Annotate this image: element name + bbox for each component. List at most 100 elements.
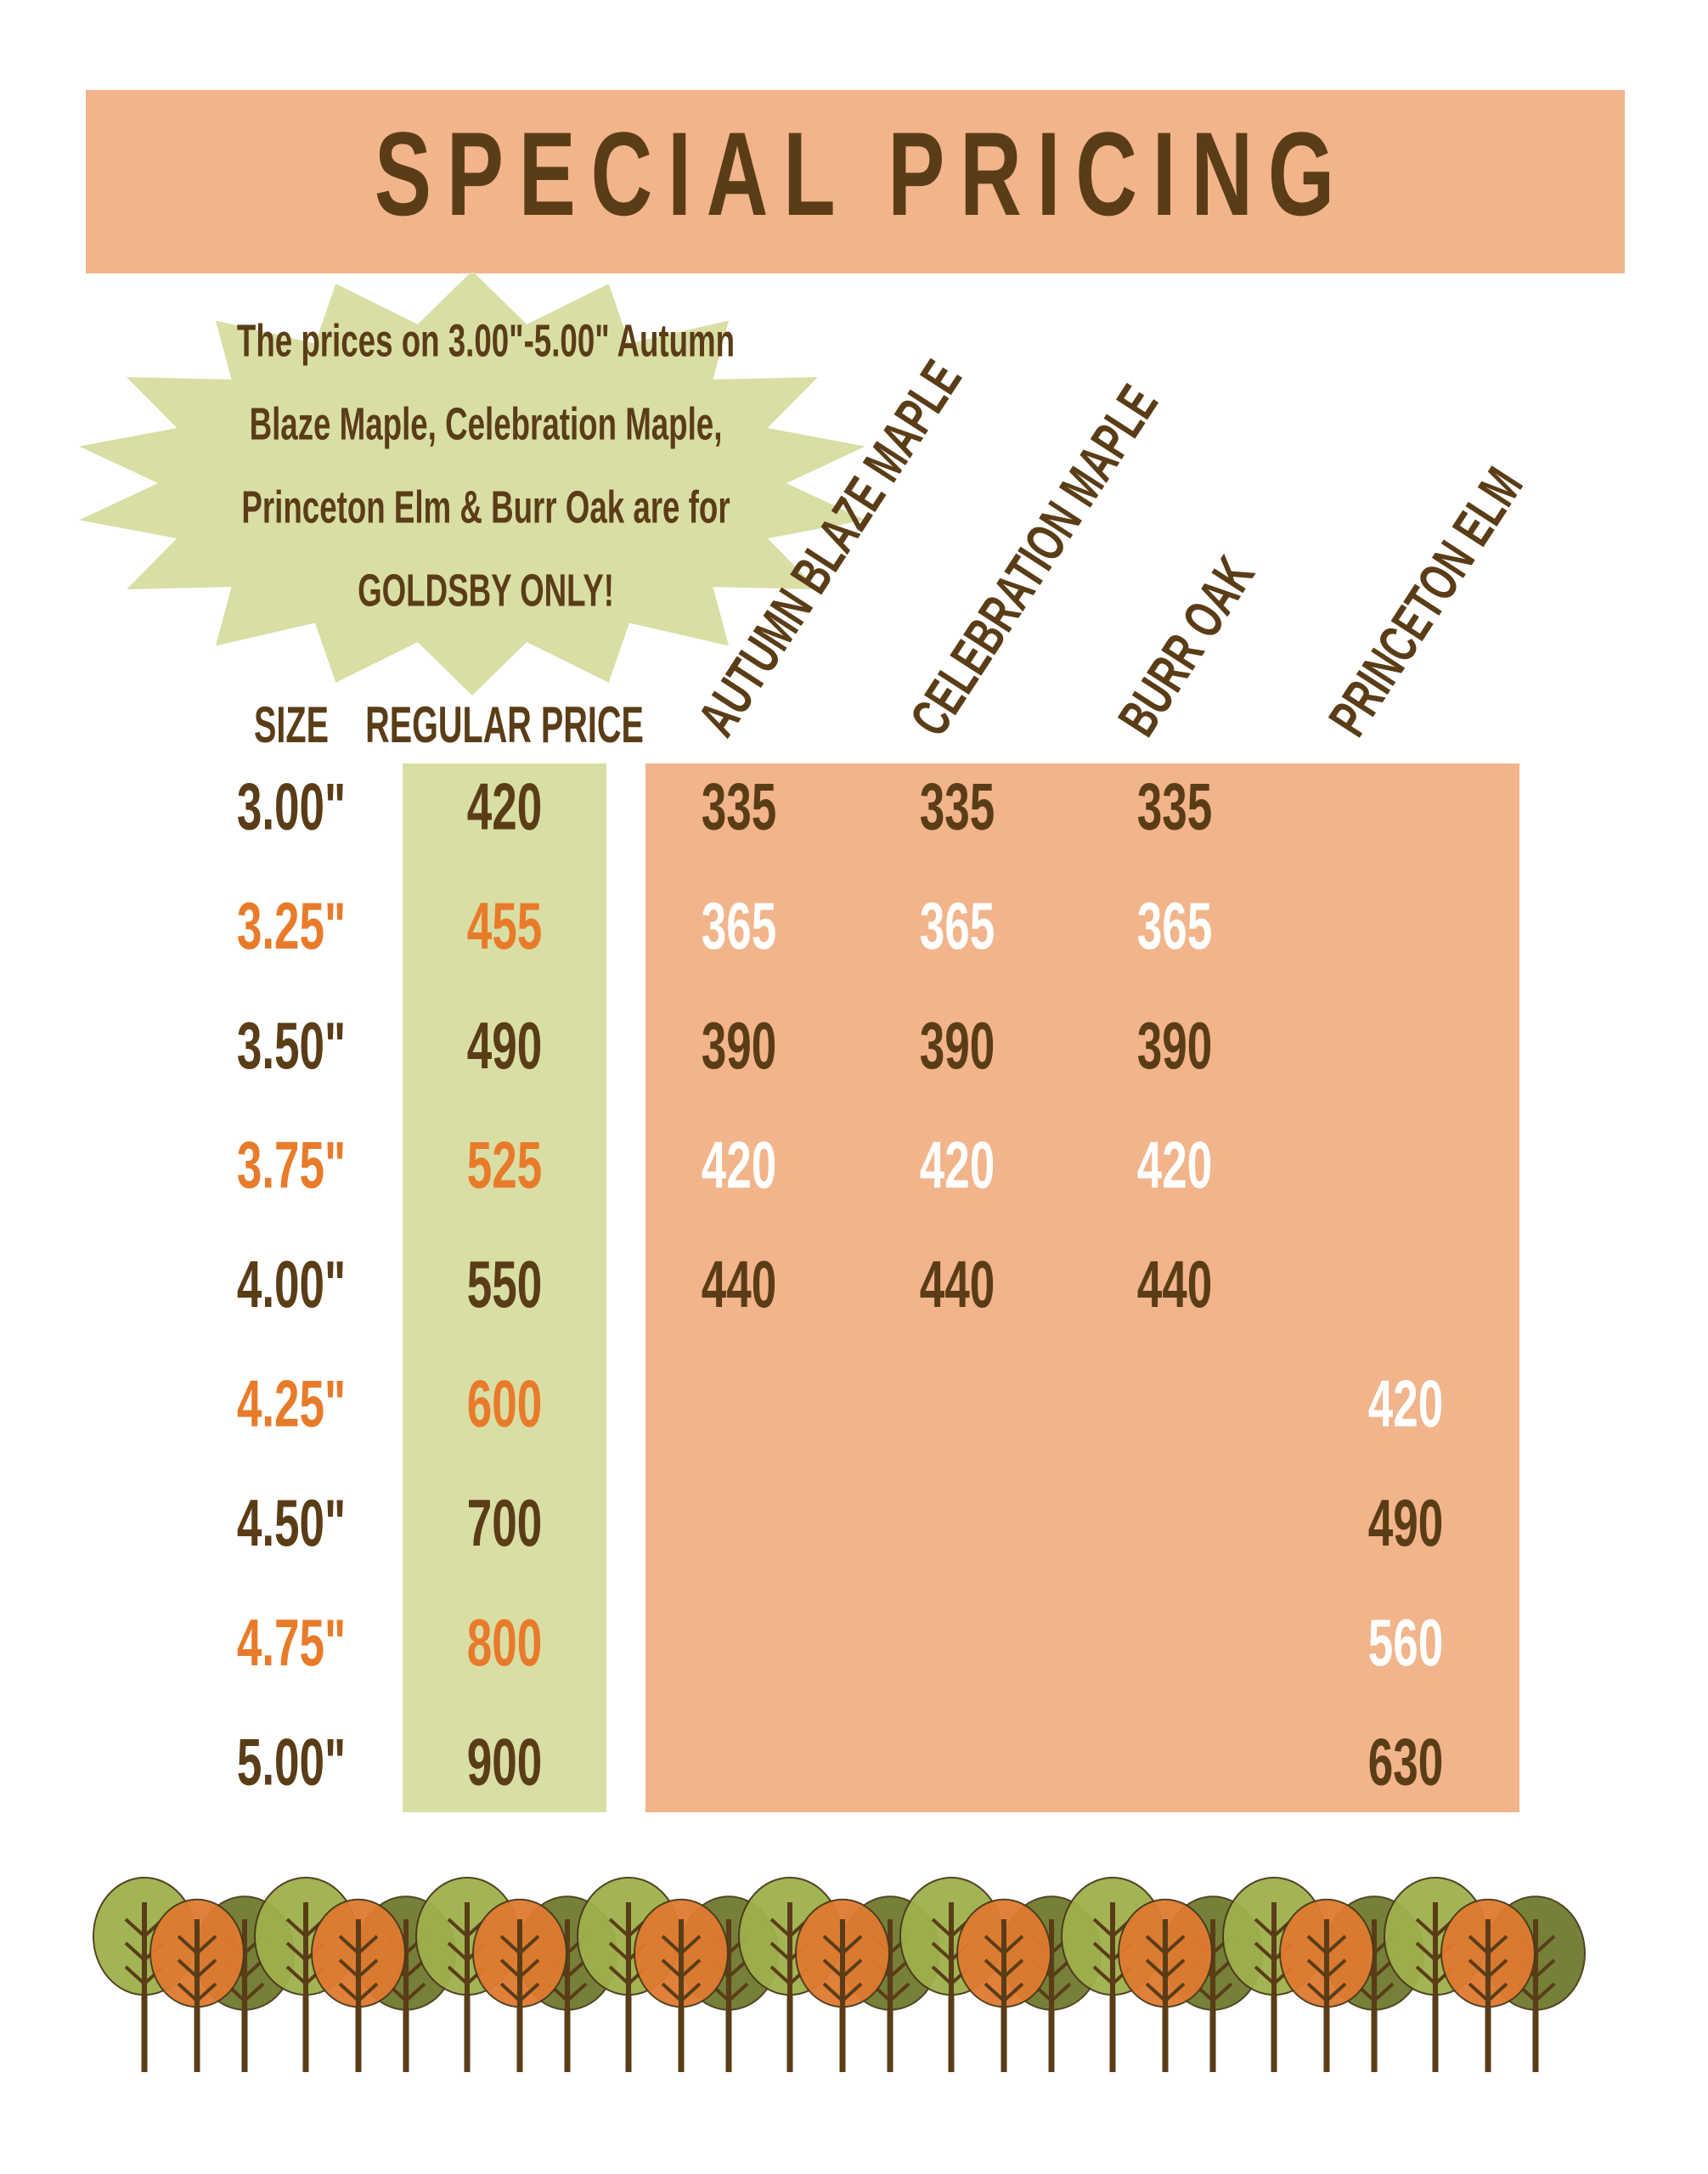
size-cell: 4.75"	[237, 1607, 346, 1681]
tree-branch	[1325, 1958, 1347, 1979]
tree-branch	[195, 1935, 217, 1955]
tree-branch	[661, 1935, 683, 1955]
size-cell: 3.75"	[237, 1129, 346, 1202]
tree-branch	[195, 1958, 217, 1979]
tree-branch	[1211, 1982, 1233, 2002]
tree-branch	[124, 1941, 146, 1962]
title-banner	[86, 90, 1625, 273]
tree-branch	[931, 1941, 953, 1962]
tree-branch	[1373, 1982, 1395, 2002]
tree-branch	[1325, 1982, 1347, 2002]
special-price-cell: 630	[1368, 1726, 1443, 1799]
tree-branch	[822, 1958, 844, 1979]
special-price-cell: 365	[1137, 890, 1212, 964]
tree-branch	[1415, 1941, 1437, 1962]
special-price-cell: 440	[702, 1248, 776, 1322]
tree-branch	[1002, 1958, 1024, 1979]
tree-branch	[1486, 1982, 1508, 2002]
special-price-cell: 390	[1137, 1010, 1212, 1084]
tree-branch	[1468, 1935, 1490, 1955]
note-line: GOLDSBY ONLY!	[358, 564, 614, 616]
tree-branch	[177, 1935, 199, 1955]
regular-price-cell: 420	[467, 771, 542, 845]
tree-branch	[124, 1965, 146, 1985]
regular-price-cell: 900	[467, 1726, 542, 1799]
special-price-cell: 365	[702, 890, 776, 964]
tree-branch	[1164, 1935, 1186, 1955]
tree-branch	[566, 1982, 588, 2002]
note-line: Blaze Maple, Celebration Maple,	[250, 397, 723, 449]
tree-branch	[1415, 1965, 1437, 1985]
title: SPECIAL PRICING	[375, 108, 1334, 240]
special-price-cell: 420	[702, 1129, 776, 1202]
tree-branch	[195, 1982, 217, 2002]
tree-branch	[499, 1935, 521, 1955]
special-price-cell: 440	[1137, 1248, 1212, 1322]
tree-branch	[984, 1935, 1006, 1955]
tree-branch	[769, 1965, 792, 1985]
tree-branch	[1092, 1965, 1114, 1985]
tree-branch	[888, 1982, 910, 2002]
tree-branch	[608, 1918, 630, 1938]
regular-price-cell: 600	[467, 1368, 542, 1442]
tree-branch	[518, 1982, 540, 2002]
tree-branch	[285, 1965, 307, 1985]
tree-branch	[1468, 1982, 1490, 2002]
tree-branch	[1486, 1935, 1508, 1955]
tree-branch	[338, 1935, 360, 1955]
special-price-cell: 335	[1137, 771, 1212, 845]
tree-branch	[447, 1965, 469, 1985]
tree-branch	[1002, 1982, 1024, 2002]
regular-price-cell: 525	[467, 1129, 542, 1202]
tree-branch	[1486, 1958, 1508, 1979]
column-header: SIZE	[254, 696, 329, 753]
special-price-cell: 560	[1368, 1607, 1443, 1681]
tree-branch	[984, 1982, 1006, 2002]
tree-branch	[1002, 1935, 1024, 1955]
tree-branch	[1145, 1982, 1167, 2002]
special-price-cell: 335	[702, 771, 776, 845]
tree-branch	[1145, 1935, 1167, 1955]
tree-branch	[1164, 1982, 1186, 2002]
tree-branch	[285, 1941, 307, 1962]
tree-branch	[1254, 1941, 1276, 1962]
tree-branch	[679, 1982, 702, 2002]
size-cell: 5.00"	[237, 1726, 346, 1799]
tree-branch	[1306, 1982, 1328, 2002]
regular-price-cell: 455	[467, 890, 542, 964]
tree-border	[93, 1877, 1586, 2072]
tree-branch	[1306, 1935, 1328, 1955]
tree-branch	[338, 1958, 360, 1979]
tree-branch	[518, 1958, 540, 1979]
tree-branch	[1050, 1982, 1072, 2002]
regular-price-cell: 700	[467, 1487, 542, 1561]
tree-branch	[679, 1935, 702, 1955]
tree-branch	[1468, 1958, 1490, 1979]
tree-branch	[1534, 1982, 1556, 2002]
tree-branch	[243, 1982, 265, 2002]
tree-branch	[769, 1941, 792, 1962]
tree-branch	[447, 1941, 469, 1962]
tree-branch	[661, 1958, 683, 1979]
tree-branch	[124, 1918, 146, 1938]
tree-branch	[608, 1965, 630, 1985]
tree-branch	[1325, 1935, 1347, 1955]
tree-branch	[285, 1918, 307, 1938]
tree-branch	[338, 1982, 360, 2002]
special-price-cell: 365	[920, 890, 995, 964]
tree-branch	[357, 1958, 379, 1979]
special-price-cell: 440	[920, 1248, 995, 1322]
tree-branch	[822, 1982, 844, 2002]
size-cell: 3.00"	[237, 771, 346, 845]
special-price-block	[645, 763, 1519, 1812]
tree-branch	[1534, 1935, 1556, 1955]
tree-branch	[357, 1982, 379, 2002]
tree-branch	[177, 1982, 199, 2002]
tree-branch	[1254, 1965, 1276, 1985]
size-cell: 3.50"	[237, 1010, 346, 1084]
column-header: REGULAR PRICE	[365, 696, 644, 753]
size-cell: 4.25"	[237, 1368, 346, 1442]
tree-branch	[1164, 1958, 1186, 1979]
starburst	[79, 271, 865, 696]
tree-branch	[1145, 1958, 1167, 1979]
